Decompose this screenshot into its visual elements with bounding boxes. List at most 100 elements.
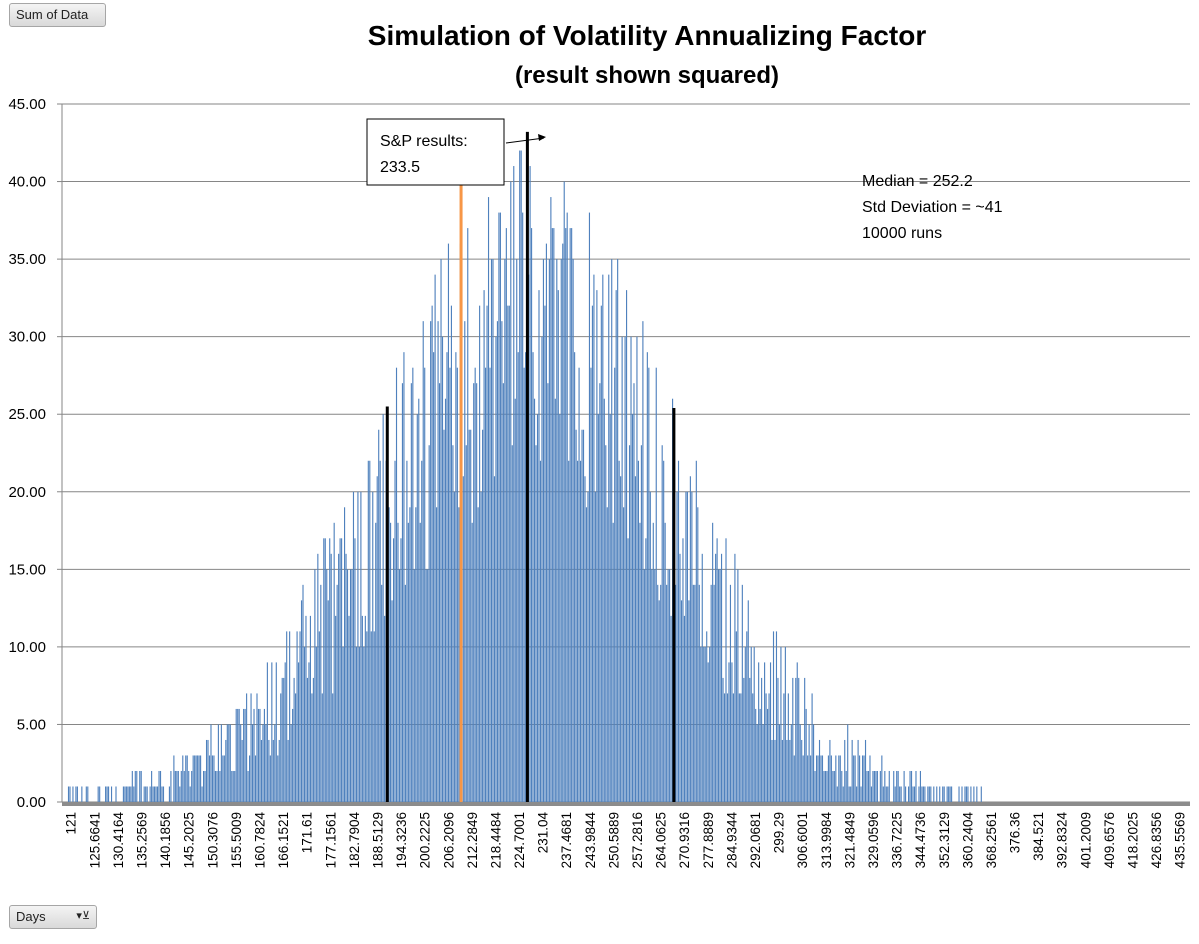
histogram-bar (416, 414, 418, 802)
histogram-bar (476, 383, 478, 802)
histogram-bar (560, 259, 562, 802)
histogram-bar (75, 786, 77, 802)
x-tick-label: 177.1561 (323, 812, 338, 868)
histogram-bar (394, 460, 396, 802)
x-tick-label: 160.7824 (252, 812, 267, 869)
histogram-bar (247, 770, 249, 802)
histogram-bar (354, 538, 356, 802)
histogram-bar (608, 274, 610, 802)
histogram-bar (851, 739, 853, 802)
histogram-bar (930, 786, 932, 802)
histogram-bar (618, 460, 620, 802)
histogram-bar (228, 724, 230, 802)
histogram-bar (870, 786, 873, 802)
sum-of-data-field-button[interactable]: Sum of Data (9, 3, 106, 27)
histogram-bar (948, 786, 950, 802)
histogram-bar (198, 755, 200, 802)
histogram-bar (519, 150, 521, 802)
histogram-bar (146, 786, 148, 802)
histogram-bar (430, 321, 432, 802)
histogram-bar (965, 786, 968, 802)
histogram-bar (292, 708, 294, 802)
x-axis-strip (62, 802, 1190, 806)
histogram-bar (666, 584, 668, 802)
histogram-bar (443, 429, 445, 802)
histogram-bar (677, 460, 680, 802)
histogram-bar (577, 460, 579, 802)
histogram-bar (468, 429, 470, 802)
histogram-bar (893, 770, 895, 802)
filter-dropdown-icon[interactable]: ▾⊻ (76, 910, 90, 922)
histogram-bar (272, 739, 274, 802)
x-tick-label: 376.36 (1008, 812, 1023, 853)
histogram-bar (799, 724, 801, 802)
x-tick-label: 299.29 (772, 812, 787, 853)
histogram-bar (311, 693, 313, 802)
x-tick-label: 224.7001 (512, 812, 527, 868)
x-tick-label: 206.2096 (441, 812, 456, 868)
histogram-bar (297, 662, 300, 802)
histogram-bar (191, 770, 193, 802)
histogram-bar (130, 786, 132, 802)
histogram-bar (796, 662, 798, 802)
sum-of-data-label: Sum of Data (16, 7, 89, 22)
sp-results-label: S&P results: (380, 133, 468, 150)
x-tick-label: 250.5889 (606, 812, 621, 868)
histogram-bar (734, 553, 736, 802)
histogram-bar (127, 786, 129, 802)
histogram-bar (406, 460, 408, 802)
histogram-bar (407, 522, 409, 802)
histogram-bar (97, 786, 99, 802)
histogram-bar (378, 429, 380, 802)
histogram-bar (210, 724, 212, 802)
histogram-bar (743, 677, 745, 802)
histogram-bar (237, 708, 239, 802)
histogram-bar (729, 584, 732, 802)
histogram-bar (173, 755, 175, 802)
histogram-bar (798, 677, 800, 802)
histogram-bar (747, 600, 749, 802)
histogram-bar (807, 755, 809, 802)
histogram-bar (759, 708, 761, 802)
median-label: Median = 252.2 (862, 173, 973, 190)
histogram-bar (768, 693, 770, 802)
x-tick-label: 306.6001 (795, 812, 810, 868)
histogram-bar (425, 569, 427, 802)
histogram-bar (909, 770, 911, 802)
histogram-bar (238, 708, 240, 802)
histogram-bar (847, 724, 849, 802)
histogram-bar (579, 460, 582, 802)
histogram-bar (485, 367, 487, 802)
histogram-bar (124, 786, 126, 802)
histogram-bar (289, 631, 291, 802)
histogram-bar (390, 522, 392, 802)
histogram-bar (663, 460, 665, 802)
x-tick-label: 194.3236 (394, 812, 409, 868)
x-tick-label: 426.8356 (1149, 812, 1164, 868)
histogram-bar (99, 786, 101, 802)
histogram-bar (836, 786, 838, 802)
x-axis-band (62, 802, 1190, 806)
chart-title: Simulation of Volatility Annualizing Fac… (368, 20, 927, 51)
histogram-bar (226, 724, 228, 802)
histogram-bar (919, 770, 921, 802)
x-tick-label: 150.3076 (205, 812, 220, 868)
histogram-bar (740, 693, 742, 802)
histogram-bar (569, 228, 571, 803)
days-axis-field-button[interactable]: Days ▾⊻ (9, 905, 97, 929)
x-tick-label: 435.5569 (1173, 812, 1188, 868)
histogram-bar (213, 755, 215, 802)
histogram-bar (392, 538, 395, 802)
histogram-bar (698, 584, 700, 802)
histogram-bar (249, 755, 251, 802)
histogram-bar (866, 770, 868, 802)
histogram-bar (830, 755, 832, 802)
histogram-bar (784, 646, 786, 802)
x-tick-label: 140.1856 (158, 812, 173, 868)
histogram-bar (606, 507, 608, 802)
histogram-bar (159, 770, 162, 802)
histogram-bar (844, 739, 846, 802)
histogram-bar (170, 770, 172, 802)
x-tick-label: 231.04 (536, 812, 551, 854)
histogram-bar (182, 755, 184, 802)
